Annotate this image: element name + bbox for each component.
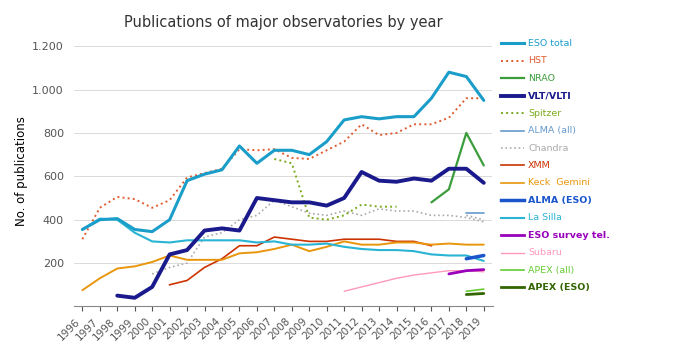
Title: Publications of major observatories by year: Publications of major observatories by y… (124, 15, 442, 30)
Text: Subaru: Subaru (528, 248, 562, 257)
Text: APEX (all): APEX (all) (528, 266, 575, 275)
Text: Chandra: Chandra (528, 144, 568, 152)
Text: ESO survey tel.: ESO survey tel. (528, 231, 610, 240)
Y-axis label: No. of publications: No. of publications (15, 116, 28, 226)
Text: XMM: XMM (528, 161, 551, 170)
Text: ALMA (all): ALMA (all) (528, 126, 576, 135)
Text: VLT/VLTI: VLT/VLTI (528, 91, 572, 100)
Text: ALMA (ESO): ALMA (ESO) (528, 196, 592, 205)
Text: NRAO: NRAO (528, 74, 555, 83)
Text: ESO total: ESO total (528, 39, 572, 48)
Text: La Silla: La Silla (528, 213, 562, 222)
Text: Spitzer: Spitzer (528, 109, 561, 118)
Text: HST: HST (528, 56, 547, 65)
Text: Keck  Gemini: Keck Gemini (528, 178, 590, 187)
Text: APEX (ESO): APEX (ESO) (528, 283, 590, 292)
